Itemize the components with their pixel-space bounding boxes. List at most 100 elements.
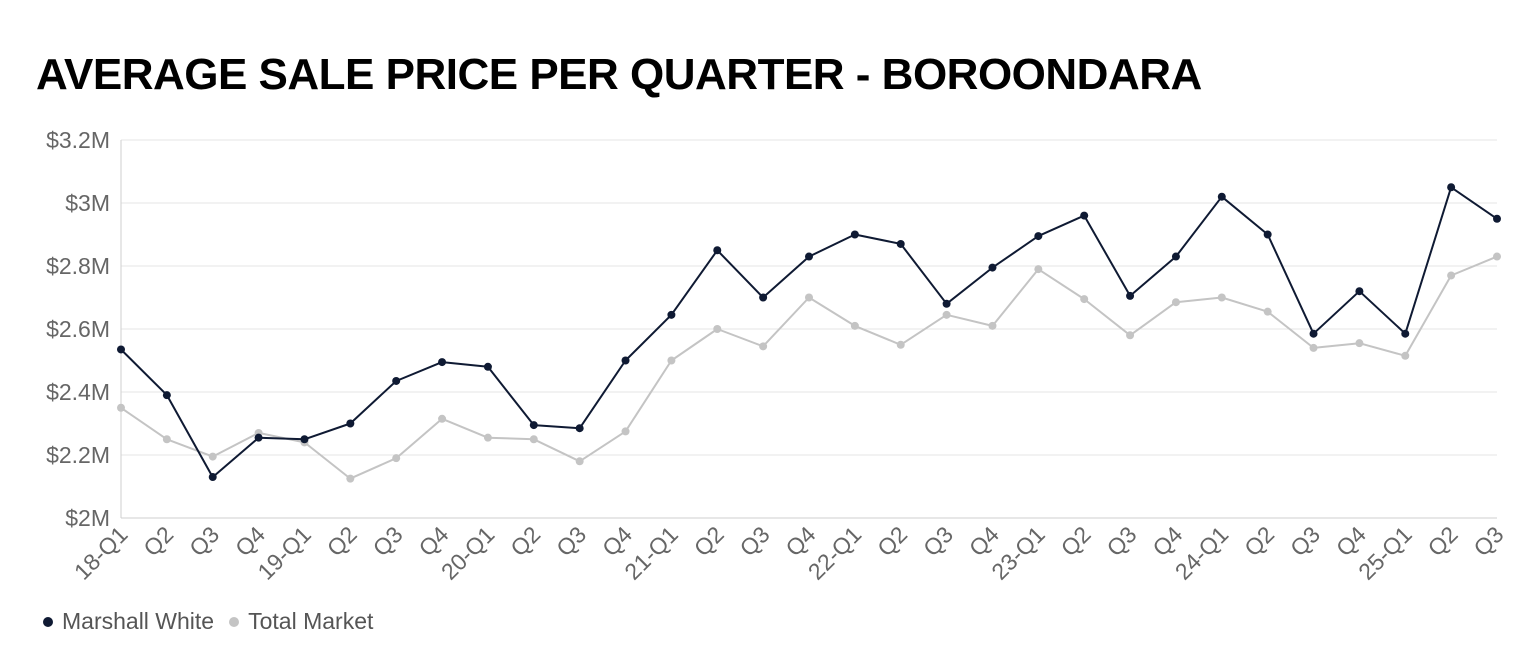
data-point-marshall-white bbox=[621, 356, 630, 365]
x-tick-label: Q3 bbox=[368, 521, 408, 561]
data-point-total-market bbox=[346, 474, 355, 483]
chart-title: AVERAGE SALE PRICE PER QUARTER - BOROOND… bbox=[36, 50, 1202, 99]
legend-label-marshall-white: Marshall White bbox=[62, 608, 215, 634]
y-tick-label: $2.6M bbox=[46, 316, 110, 342]
legend-item-marshall-white[interactable]: Marshall White bbox=[36, 608, 214, 635]
data-point-total-market bbox=[1126, 331, 1135, 340]
data-point-total-market bbox=[1309, 343, 1318, 352]
x-tick-label: 24-Q1 bbox=[1170, 521, 1234, 585]
x-tick-label: Q2 bbox=[1239, 521, 1279, 561]
y-tick-label: $3.2M bbox=[46, 127, 110, 153]
data-point-total-market bbox=[759, 342, 768, 351]
data-point-marshall-white bbox=[1493, 214, 1501, 223]
data-point-marshall-white bbox=[1447, 183, 1456, 192]
x-tick-label: 21-Q1 bbox=[619, 521, 683, 585]
x-tick-label: Q3 bbox=[1102, 521, 1142, 561]
data-point-total-market bbox=[208, 452, 217, 461]
legend-label-total-market: Total Market bbox=[248, 608, 374, 634]
data-point-total-market bbox=[713, 325, 722, 333]
y-tick-label: $2.4M bbox=[46, 379, 110, 405]
data-point-total-market bbox=[483, 433, 492, 442]
data-point-marshall-white bbox=[117, 345, 125, 354]
data-point-marshall-white bbox=[254, 433, 263, 442]
data-point-total-market bbox=[392, 454, 401, 463]
data-point-marshall-white bbox=[438, 358, 447, 367]
data-point-total-market bbox=[988, 321, 997, 330]
data-point-total-market bbox=[850, 321, 859, 330]
x-tick-label: Q2 bbox=[872, 521, 912, 561]
data-point-marshall-white bbox=[1309, 329, 1318, 338]
grid-lines bbox=[120, 139, 1497, 519]
data-point-marshall-white bbox=[162, 391, 171, 400]
legend-marker-marshall-white bbox=[43, 616, 53, 627]
x-tick-label: 19-Q1 bbox=[252, 521, 316, 585]
data-point-total-market bbox=[1447, 271, 1456, 280]
data-point-marshall-white bbox=[896, 239, 905, 248]
data-point-total-market bbox=[1171, 298, 1180, 307]
series-line-marshall-white bbox=[120, 186, 1498, 479]
x-tick-label: Q2 bbox=[1056, 521, 1096, 561]
x-tick-label: Q3 bbox=[1285, 521, 1325, 561]
data-point-total-market bbox=[667, 356, 676, 365]
data-point-marshall-white bbox=[529, 421, 538, 430]
x-tick-label: 23-Q1 bbox=[986, 521, 1050, 585]
data-point-marshall-white bbox=[1034, 232, 1043, 241]
x-tick-label: Q2 bbox=[138, 521, 178, 561]
x-tick-label: Q3 bbox=[551, 521, 591, 561]
data-point-marshall-white bbox=[988, 263, 997, 272]
data-point-marshall-white bbox=[1355, 287, 1364, 296]
legend-item-total-market[interactable]: Total Market bbox=[222, 608, 373, 635]
x-tick-label: Q2 bbox=[322, 521, 362, 561]
data-point-marshall-white bbox=[1263, 230, 1272, 239]
data-point-total-market bbox=[575, 457, 584, 466]
data-point-marshall-white bbox=[1217, 192, 1226, 201]
y-axis-ticks: $2M $2.2M $2.4M $2.6M $2.8M $3M $3.2M bbox=[46, 127, 110, 531]
series-lines bbox=[117, 183, 1501, 483]
legend-marker-total-market bbox=[229, 616, 240, 627]
data-point-marshall-white bbox=[1171, 252, 1180, 261]
x-tick-label: Q3 bbox=[735, 521, 775, 561]
data-point-marshall-white bbox=[392, 376, 401, 385]
y-tick-label: $3M bbox=[65, 190, 110, 216]
data-point-total-market bbox=[529, 435, 538, 444]
data-point-total-market bbox=[438, 414, 447, 423]
x-tick-label: Q3 bbox=[918, 521, 958, 561]
x-tick-label: Q3 bbox=[1468, 521, 1508, 561]
data-point-marshall-white bbox=[346, 419, 355, 428]
data-point-marshall-white bbox=[850, 230, 859, 239]
data-point-total-market bbox=[1355, 339, 1364, 348]
data-point-total-market bbox=[1401, 351, 1410, 360]
data-point-marshall-white bbox=[1401, 329, 1410, 338]
data-point-marshall-white bbox=[942, 299, 951, 308]
x-tick-label: Q2 bbox=[505, 521, 545, 561]
x-tick-label: Q2 bbox=[689, 521, 729, 561]
x-tick-label: 20-Q1 bbox=[436, 521, 500, 585]
y-tick-label: $2.8M bbox=[46, 253, 110, 279]
data-point-marshall-white bbox=[300, 435, 309, 444]
x-tick-label: 25-Q1 bbox=[1353, 521, 1417, 585]
data-point-marshall-white bbox=[759, 293, 768, 302]
y-tick-label: $2M bbox=[65, 505, 110, 531]
x-tick-label: Q3 bbox=[184, 521, 224, 561]
data-point-total-market bbox=[896, 340, 905, 349]
x-tick-label: Q2 bbox=[1423, 521, 1463, 561]
data-point-total-market bbox=[621, 427, 630, 436]
data-point-total-market bbox=[1263, 307, 1272, 316]
data-point-marshall-white bbox=[1080, 211, 1089, 220]
data-point-marshall-white bbox=[1126, 291, 1135, 300]
y-tick-label: $2.2M bbox=[46, 442, 110, 468]
data-point-total-market bbox=[942, 310, 951, 319]
data-point-marshall-white bbox=[575, 424, 584, 433]
data-point-marshall-white bbox=[208, 473, 217, 482]
data-point-marshall-white bbox=[483, 362, 492, 371]
data-point-total-market bbox=[162, 435, 171, 444]
data-point-marshall-white bbox=[713, 246, 722, 255]
x-tick-label: 22-Q1 bbox=[803, 521, 867, 585]
data-point-total-market bbox=[1034, 265, 1043, 274]
legend: Marshall White Total Market bbox=[36, 608, 381, 635]
data-point-total-market bbox=[1493, 252, 1501, 261]
data-point-total-market bbox=[1217, 293, 1226, 302]
data-point-total-market bbox=[805, 293, 813, 302]
